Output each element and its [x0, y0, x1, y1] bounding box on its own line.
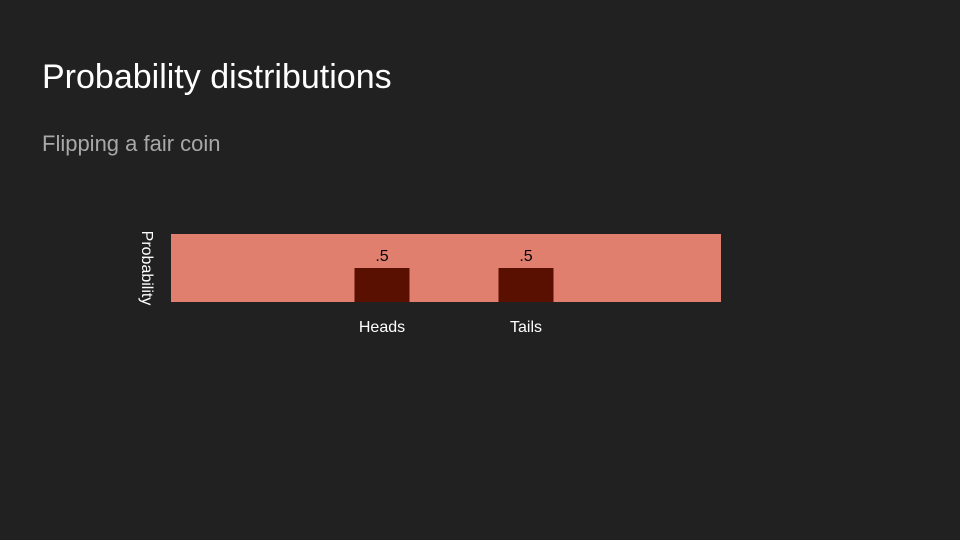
x-tick-label: Tails	[510, 319, 542, 336]
bar	[354, 268, 410, 302]
y-axis-label: Probability	[138, 231, 155, 306]
slide-subtitle: Flipping a fair coin	[42, 131, 221, 156]
plot-area	[171, 234, 721, 302]
slide-title: Probability distributions	[42, 58, 392, 96]
value-label: .5	[375, 248, 388, 265]
bar	[498, 268, 554, 302]
x-tick-label: Heads	[359, 319, 405, 336]
value-label: .5	[519, 248, 532, 265]
